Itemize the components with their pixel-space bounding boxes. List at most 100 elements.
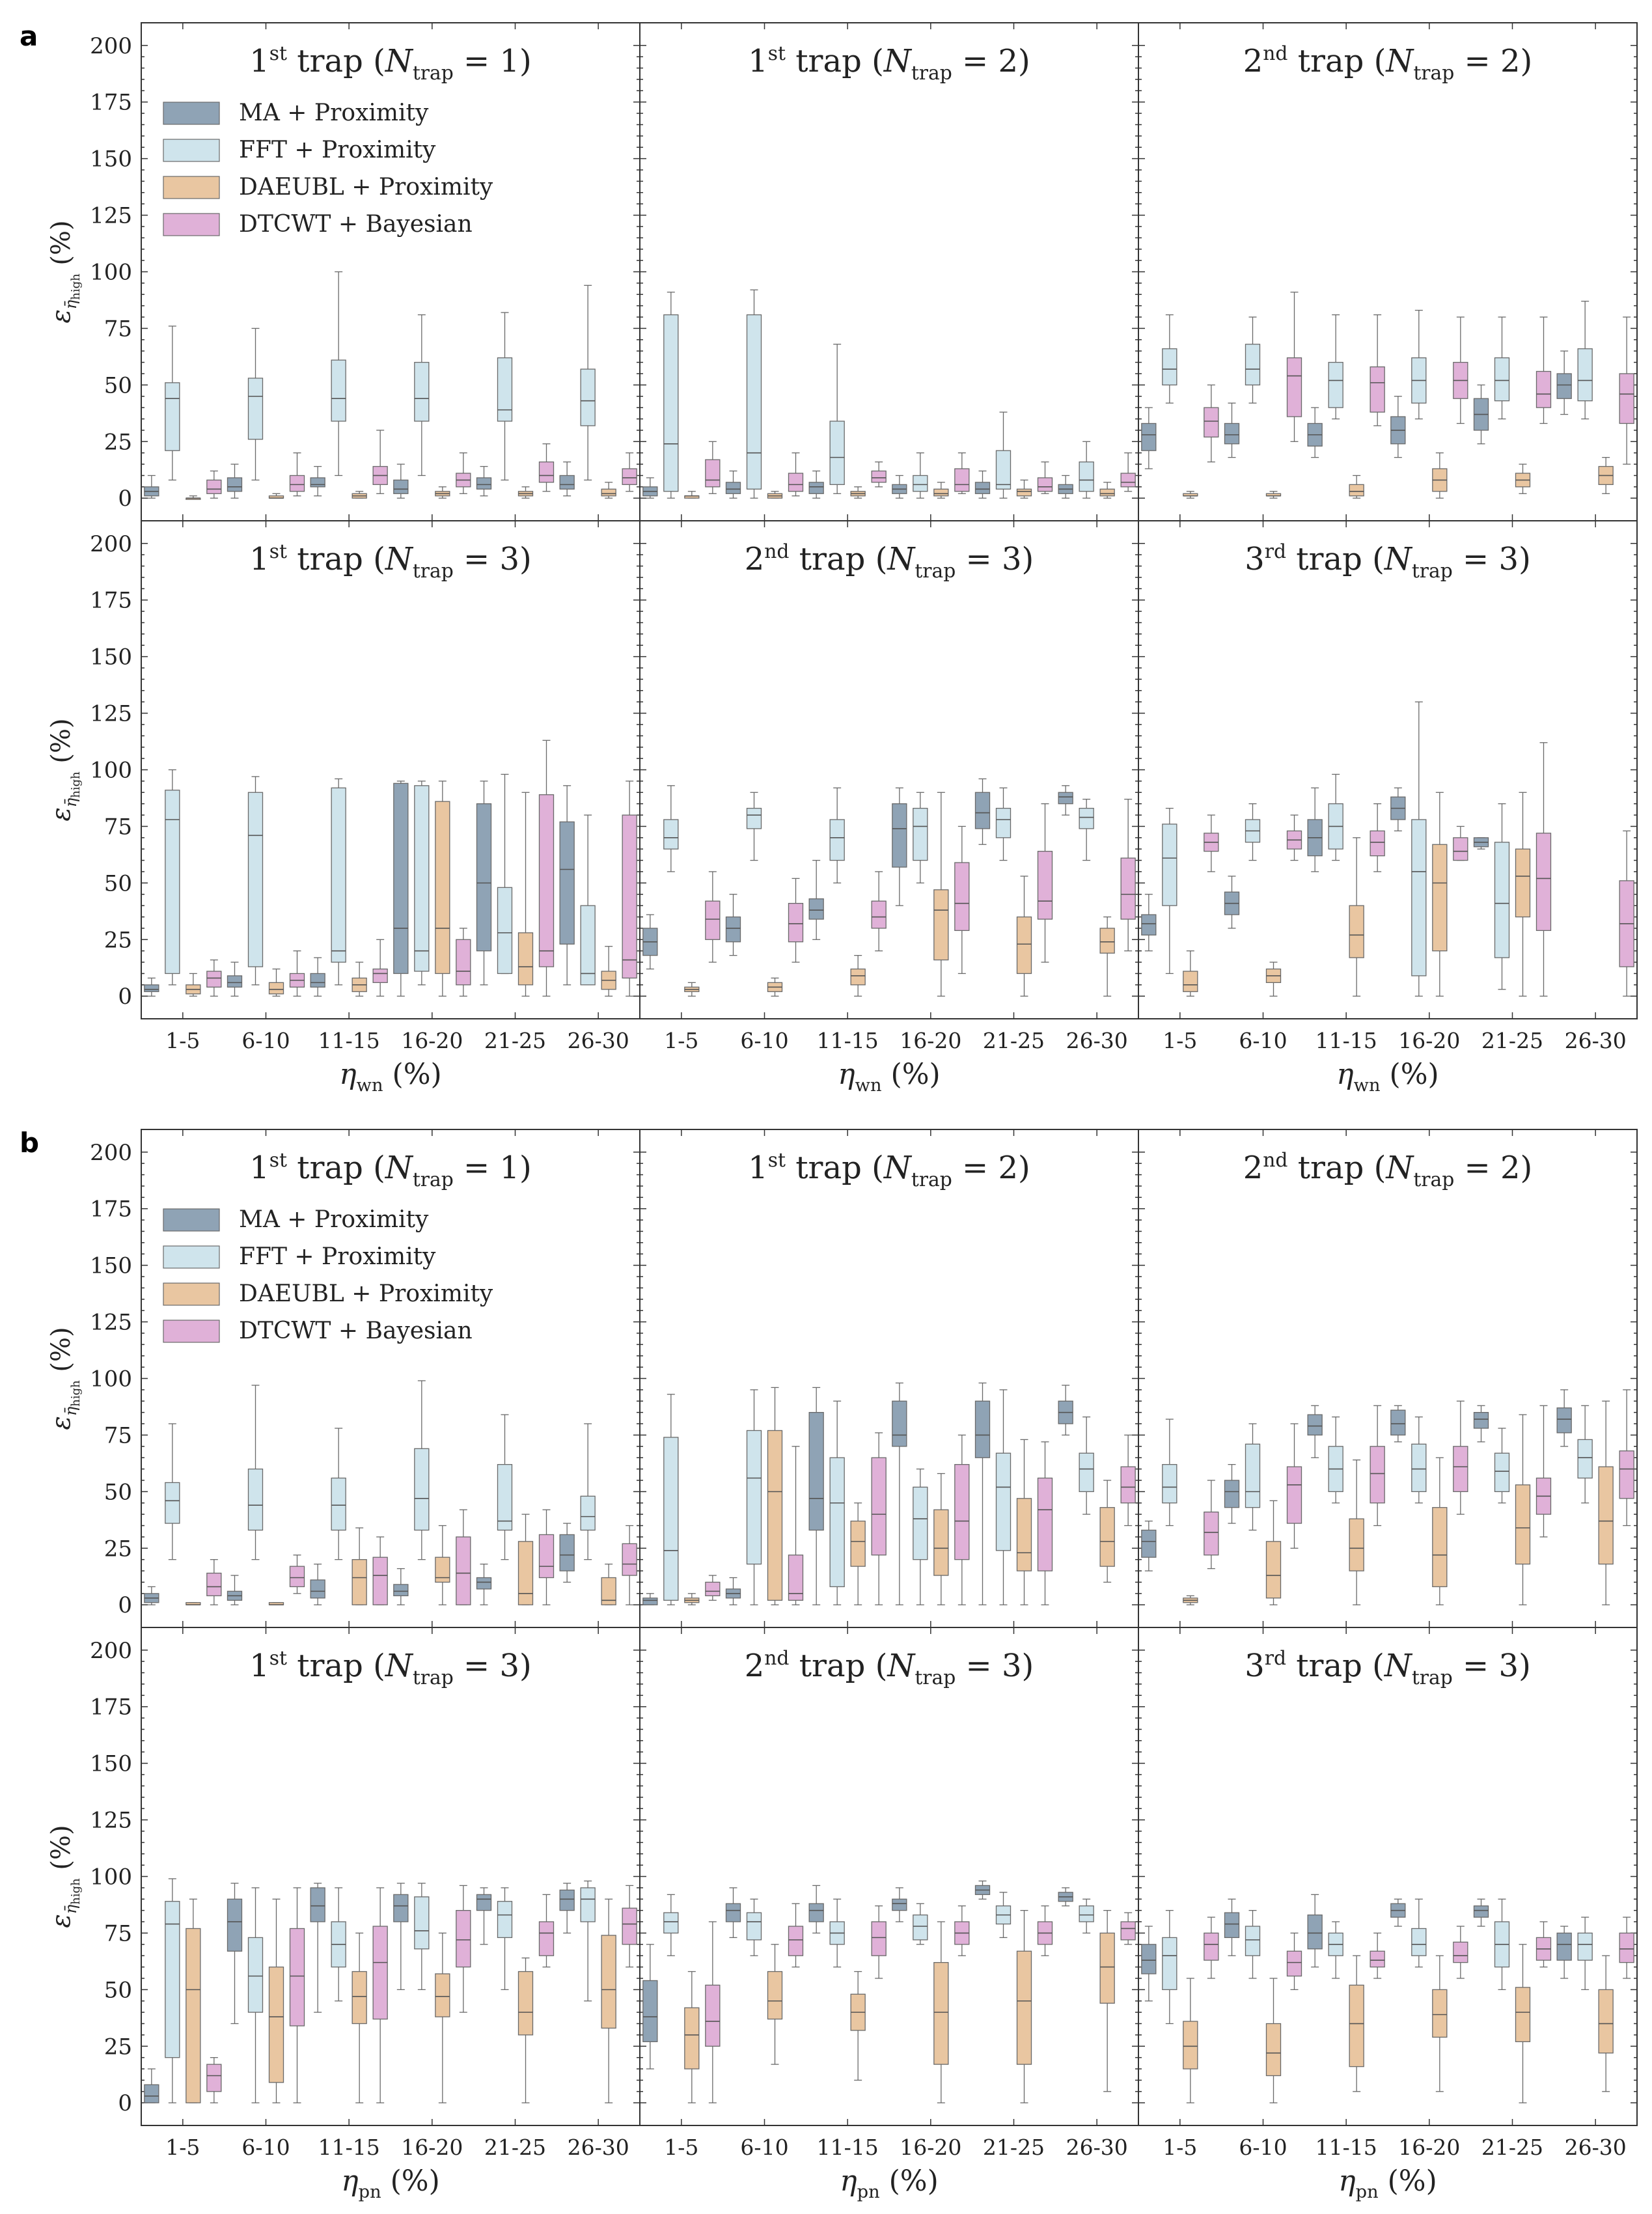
box-dtcwt xyxy=(538,443,555,492)
x-tick-label: 21-25 xyxy=(1481,1028,1543,1053)
box-fft xyxy=(165,325,180,481)
box-fft xyxy=(1245,803,1261,861)
box-body xyxy=(1515,1484,1531,1565)
box-body xyxy=(538,1921,555,1956)
panel-title: 1st trap (Ntrap = 2) xyxy=(748,1149,1030,1191)
box-dtcwt xyxy=(954,1434,970,1605)
box-body xyxy=(933,1961,949,2065)
box-body xyxy=(767,1430,783,1601)
box-dtcwt xyxy=(1286,1932,1302,1991)
box-body xyxy=(1577,1439,1593,1479)
box-fft xyxy=(1162,1910,1177,2025)
box-body xyxy=(1204,1512,1219,1556)
box-body xyxy=(974,1400,991,1458)
box-daeubl xyxy=(268,1602,284,1606)
box-dtcwt xyxy=(622,452,637,492)
box-body xyxy=(663,819,679,850)
box-daeubl xyxy=(351,962,367,997)
box-fft xyxy=(829,787,845,884)
box-body xyxy=(892,803,907,868)
box-dtcwt xyxy=(1619,1916,1634,1979)
box-body xyxy=(1535,833,1552,932)
y-axis-label-text: εη̄high (%) xyxy=(46,1825,83,1928)
box-body xyxy=(559,821,575,945)
box-body xyxy=(788,473,804,492)
x-tick-label: 26-30 xyxy=(568,1028,629,1053)
x-tick-label: 16-20 xyxy=(1398,2135,1460,2160)
box-ma xyxy=(808,859,824,940)
box-fft xyxy=(414,1380,430,1560)
box-body xyxy=(788,1926,804,1956)
box-body xyxy=(538,794,555,967)
y-axis-label: εη̄high (%) xyxy=(46,1825,83,1928)
box-body xyxy=(435,1973,450,2017)
x-tick-label: 16-20 xyxy=(1398,1028,1460,1053)
box-body xyxy=(289,1928,305,2027)
box-ma xyxy=(1141,1926,1157,2002)
box-fft xyxy=(331,1428,346,1560)
box-body xyxy=(414,1896,430,1950)
box-body xyxy=(829,819,845,861)
box-body xyxy=(165,382,180,451)
box-body xyxy=(1016,1950,1032,2065)
box-daeubl xyxy=(1016,479,1032,499)
box-body xyxy=(1162,1937,1177,1991)
box-body xyxy=(808,482,824,494)
box-daeubl xyxy=(1183,1595,1198,1605)
box-ma xyxy=(642,1593,658,1605)
box-body xyxy=(580,368,596,426)
box-dtcwt xyxy=(622,1885,637,1968)
box-fft xyxy=(663,785,679,872)
box-body xyxy=(1224,1480,1240,1508)
box-fft xyxy=(995,411,1012,499)
box-ma xyxy=(1556,350,1572,415)
x-tick-label: 11-15 xyxy=(817,2135,879,2160)
box-body xyxy=(1453,1941,1468,1963)
box-body xyxy=(559,1889,575,1911)
box-dtcwt xyxy=(788,1446,804,1605)
box-body xyxy=(580,1887,596,1922)
box-dtcwt xyxy=(954,452,970,494)
box-daeubl xyxy=(850,486,866,499)
box-body xyxy=(1577,1932,1593,1961)
box-body xyxy=(974,482,991,494)
legend-swatch xyxy=(163,1245,220,1269)
x-axis-label: ηpn (%) xyxy=(1338,2165,1437,2202)
box-fft xyxy=(746,1389,762,1605)
box-dtcwt xyxy=(1037,1905,1053,1956)
legend-label: MA + Proximity xyxy=(239,1206,429,1233)
y-tick-label: 75 xyxy=(104,1920,132,1946)
box-body xyxy=(892,1400,907,1447)
box-body xyxy=(913,1914,928,1941)
box-dtcwt xyxy=(1453,825,1468,861)
box-body xyxy=(1286,1950,1302,1977)
box-dtcwt xyxy=(1037,461,1053,494)
box-body xyxy=(871,1457,887,1556)
box-body xyxy=(746,314,762,490)
box-body xyxy=(456,1910,471,1968)
box-ma xyxy=(393,781,409,997)
panel-frame xyxy=(1138,22,1638,521)
y-tick-label: 50 xyxy=(104,1977,132,2003)
box-body xyxy=(725,916,741,943)
box-fft xyxy=(746,792,762,861)
box-body xyxy=(995,1452,1012,1551)
box-body xyxy=(331,1477,346,1531)
box-ma xyxy=(476,781,492,986)
box-body xyxy=(1224,1912,1240,1939)
box-body xyxy=(1286,1466,1302,1524)
box-fft xyxy=(1162,1418,1177,1527)
box-body xyxy=(1515,1987,1531,2042)
box-fft xyxy=(663,1894,679,1956)
box-dtcwt xyxy=(1037,1441,1053,1605)
panel-title: 2nd trap (Ntrap = 2) xyxy=(1243,42,1533,85)
box-dtcwt xyxy=(705,871,721,963)
y-tick-label: 150 xyxy=(90,1253,132,1279)
box-fft xyxy=(1577,1405,1593,1504)
x-tick-label: 21-25 xyxy=(983,2135,1045,2160)
y-tick-label: 50 xyxy=(104,870,132,896)
box-body xyxy=(206,2064,222,2092)
box-ma xyxy=(476,1563,492,1605)
box-dtcwt xyxy=(456,1885,471,2013)
box-body xyxy=(871,900,887,929)
